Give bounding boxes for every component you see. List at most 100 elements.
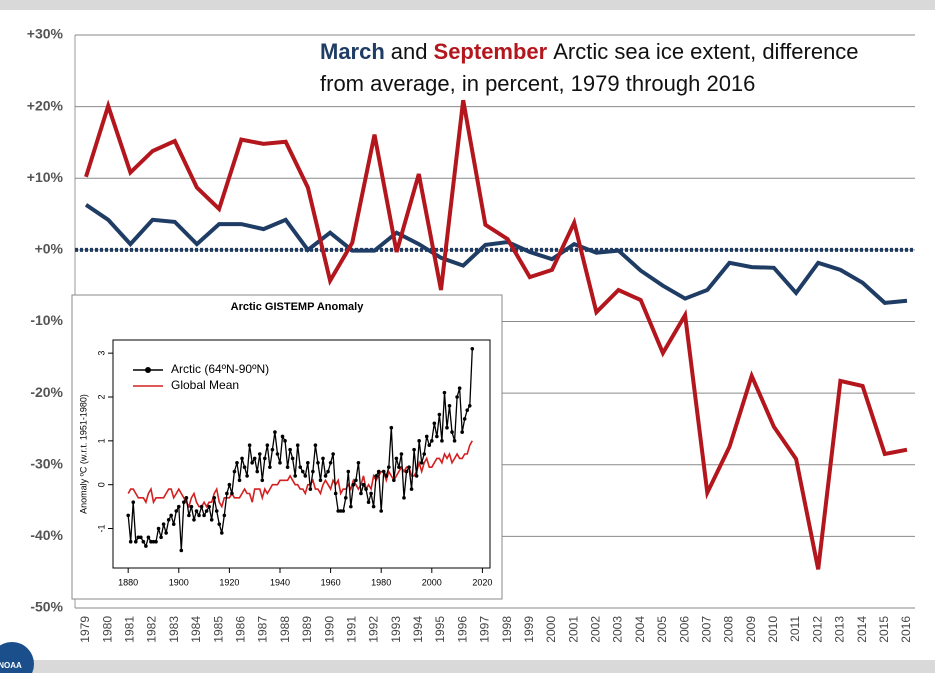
chart-title: from average, in percent, 1979 through 2… (320, 71, 755, 96)
x-tick-label: 1982 (145, 616, 159, 643)
series-point (333, 491, 338, 496)
series-point (470, 346, 475, 351)
series-point (176, 504, 181, 509)
series-point (402, 496, 406, 500)
y-tick-label: -50% (30, 599, 63, 615)
series-point (184, 496, 189, 500)
x-tick-label: 1992 (367, 616, 381, 643)
series-point (392, 478, 396, 483)
series-point (273, 430, 277, 434)
x-tick-label: 1990 (322, 616, 336, 643)
series-point (149, 539, 153, 544)
series-point (384, 474, 389, 478)
series-point (300, 469, 305, 474)
y-tick-label: -1 (96, 525, 106, 533)
x-tick-label: 2004 (633, 616, 647, 643)
y-tick-label: 1 (96, 438, 106, 443)
y-tick-label: +20% (27, 97, 64, 113)
series-point (207, 504, 211, 509)
y-tick-label: -30% (30, 455, 63, 471)
series-point (306, 460, 310, 465)
series-point (141, 539, 146, 544)
x-tick-label: 2006 (677, 616, 691, 643)
series-point (389, 425, 394, 430)
series-point (166, 517, 171, 522)
series-line (84, 203, 908, 305)
series-point (230, 491, 234, 496)
x-tick-label: 2008 (722, 616, 736, 643)
series-point (202, 513, 206, 518)
series-point (323, 474, 328, 478)
series-point (376, 469, 381, 474)
series-point (174, 509, 179, 513)
x-tick-label: 2020 (472, 577, 492, 587)
series-point (235, 460, 239, 465)
series-line (127, 440, 473, 509)
series-point (222, 513, 227, 518)
series-point (128, 539, 133, 544)
series-point (144, 544, 148, 548)
series-point (316, 460, 320, 465)
title-part: September (434, 39, 548, 64)
series-point (467, 403, 472, 408)
y-tick-label: +30% (27, 26, 64, 42)
series-point (343, 496, 348, 500)
series-point (447, 403, 452, 408)
series-point (379, 509, 384, 513)
series-point (374, 474, 378, 478)
series-point (237, 478, 242, 483)
series-point (397, 465, 401, 469)
series-point (217, 522, 222, 526)
series-point (154, 539, 158, 544)
series-point (369, 491, 373, 496)
series-point (435, 434, 439, 439)
series-point (361, 482, 366, 487)
series-point (399, 452, 404, 456)
y-tick-label: -10% (30, 312, 63, 328)
series-point (437, 412, 442, 417)
series-point (240, 456, 244, 461)
series-point (424, 434, 429, 439)
x-tick-label: 1980 (100, 616, 114, 643)
series-point (460, 430, 464, 434)
series-point (298, 465, 303, 469)
series-point (265, 443, 270, 448)
series-point (354, 478, 358, 483)
plot-frame (112, 339, 491, 569)
series-point (225, 491, 229, 496)
series-point (465, 408, 470, 412)
x-tick-label: 2014 (855, 616, 869, 643)
series-point (450, 430, 454, 434)
series-point (179, 548, 184, 553)
series-point (263, 456, 267, 461)
series-point (161, 522, 166, 526)
series-point (192, 517, 196, 522)
series-point (133, 539, 138, 544)
series-point (457, 386, 462, 391)
series-point (187, 513, 191, 518)
series-point (232, 469, 237, 474)
logo-disc (0, 642, 34, 673)
series-point (151, 539, 156, 544)
x-tick-label: 2002 (589, 616, 603, 643)
series-point (341, 509, 346, 513)
series-point (199, 504, 204, 509)
series-point (364, 487, 368, 491)
y-tick-label: 0 (96, 482, 106, 487)
series-point (371, 504, 376, 509)
series-point (432, 421, 437, 426)
x-tick-label: 2011 (788, 616, 802, 642)
x-tick-label: 1987 (256, 616, 270, 643)
x-tick-label: 1985 (211, 616, 225, 643)
series-point (278, 460, 282, 465)
series-point (227, 482, 232, 487)
series-point (462, 417, 467, 421)
y-tick-label: -20% (30, 384, 63, 400)
series-point (285, 465, 290, 469)
series-point (452, 439, 457, 443)
series-point (159, 535, 163, 540)
series-point (427, 443, 432, 448)
series-point (321, 456, 325, 461)
series-point (257, 452, 262, 456)
